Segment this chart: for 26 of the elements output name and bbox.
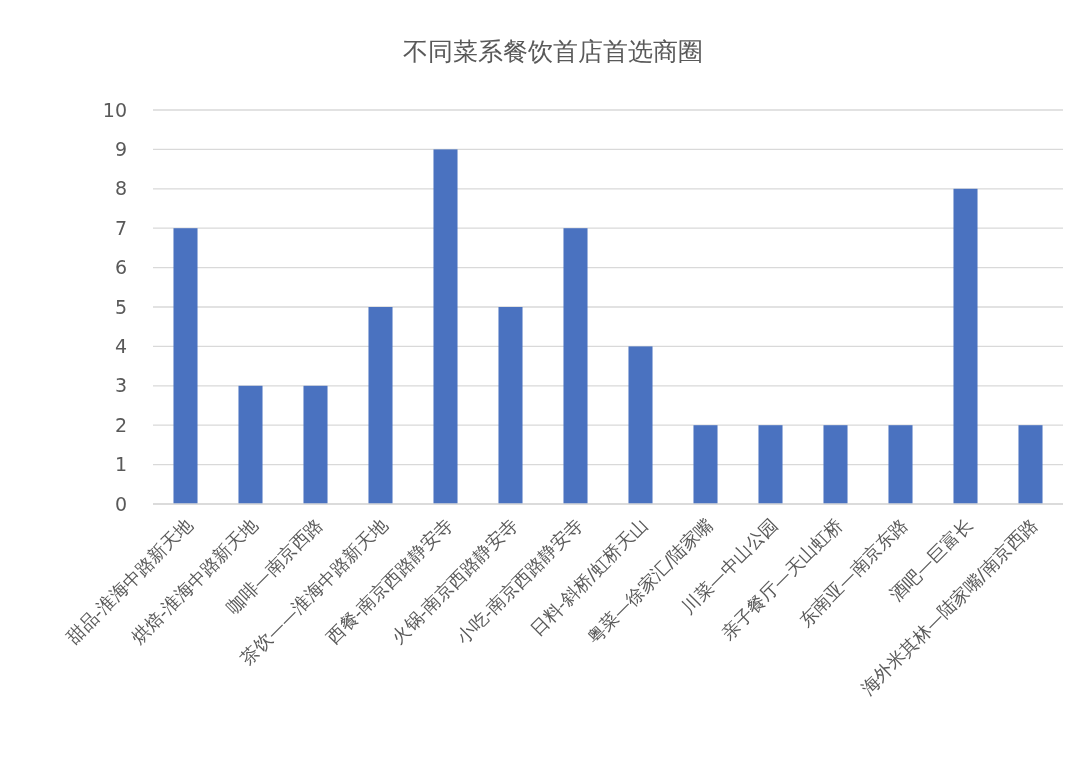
chart-title: 不同菜系餐饮首店首选商圈 [403,37,703,66]
bar [238,385,263,504]
bar [628,346,653,504]
y-tick-label: 4 [114,335,127,358]
y-tick-label: 10 [102,98,127,121]
bar [368,307,393,504]
bar [953,188,978,504]
y-tick-label: 8 [114,177,127,200]
y-tick-label: 5 [114,295,127,318]
y-tick-label: 3 [114,374,127,397]
bar [433,149,458,504]
bar [823,425,848,504]
y-tick-label: 0 [114,492,127,515]
y-tick-label: 6 [114,256,127,279]
y-tick-label: 7 [114,216,127,239]
y-tick-label: 1 [114,453,127,476]
bar [498,307,523,504]
bar [173,228,198,504]
bar [303,385,328,504]
bar [888,425,913,504]
y-tick-label: 2 [114,413,127,436]
bar [693,425,718,504]
bar [1018,425,1043,504]
bar [758,425,783,504]
y-tick-label: 9 [114,138,127,161]
bar [563,228,588,504]
